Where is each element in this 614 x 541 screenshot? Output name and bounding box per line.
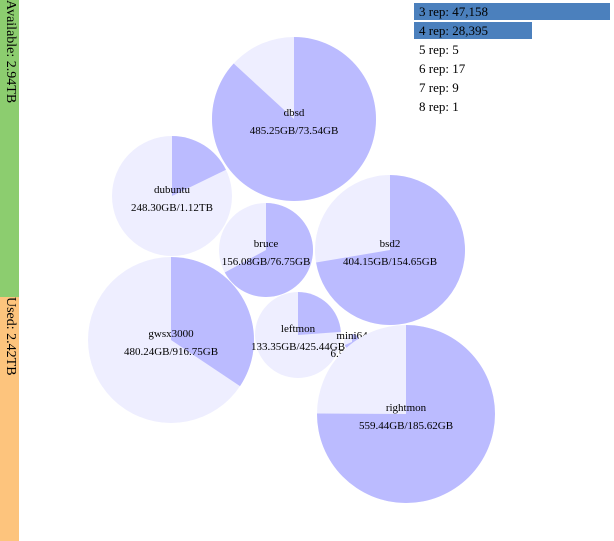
replica-label: 6 rep: 17 bbox=[419, 61, 466, 76]
replica-row: 5 rep: 5 bbox=[414, 40, 610, 59]
server-bubble-bruce[interactable]: bruce 156.08GB/76.75GB bbox=[219, 203, 313, 298]
replica-label: 8 rep: 1 bbox=[419, 99, 459, 114]
replica-label: 5 rep: 5 bbox=[419, 42, 459, 57]
used-slice-bruce bbox=[224, 203, 313, 298]
replica-row: 6 rep: 17 bbox=[414, 59, 610, 78]
server-name-rightmon: rightmon bbox=[386, 402, 427, 414]
server-usage-gwsx3000: 480.24GB/916.75GB bbox=[124, 346, 218, 358]
used-slice-leftmon bbox=[298, 292, 341, 335]
replica-bar bbox=[414, 22, 533, 39]
used-slice-gwsx3000 bbox=[171, 257, 254, 387]
server-bubble-leftmon[interactable]: leftmon 133.35GB/425.44GB bbox=[251, 292, 345, 378]
server-bubble-gwsx3000[interactable]: gwsx3000 480.24GB/916.75GB bbox=[88, 257, 254, 423]
server-usage-dubuntu: 248.30GB/1.12TB bbox=[131, 202, 213, 214]
server-usage-bsd2: 404.15GB/154.65GB bbox=[343, 256, 437, 268]
capacity-available-segment: Available: 2.94TB bbox=[0, 0, 19, 297]
server-name-gwsx3000: gwsx3000 bbox=[148, 328, 194, 340]
used-slice-dbsd bbox=[211, 37, 377, 202]
server-name-leftmon: leftmon bbox=[281, 323, 316, 335]
server-usage-bruce: 156.08GB/76.75GB bbox=[222, 256, 311, 268]
server-name-bsd2: bsd2 bbox=[380, 238, 401, 250]
capacity-used-segment: Used: 2.42TB bbox=[0, 297, 19, 541]
replica-row: 8 rep: 1 bbox=[414, 97, 610, 116]
replica-label: 4 rep: 28,395 bbox=[419, 23, 488, 38]
server-bubble-dubuntu[interactable]: dubuntu 248.30GB/1.12TB bbox=[112, 136, 232, 256]
server-usage-leftmon: 133.35GB/425.44GB bbox=[251, 341, 345, 353]
used-slice-rightmon bbox=[316, 325, 495, 503]
replica-row: 7 rep: 9 bbox=[414, 78, 610, 97]
used-slice-bsd2 bbox=[316, 175, 466, 325]
server-name-dubuntu: dubuntu bbox=[154, 184, 191, 196]
replica-bar bbox=[414, 3, 610, 20]
server-bubble-bsd2[interactable]: bsd2 404.15GB/154.65GB bbox=[315, 175, 466, 325]
replica-row: 4 rep: 28,395 bbox=[414, 21, 610, 40]
capacity-bar: Available: 2.94TB Used: 2.42TB bbox=[0, 0, 19, 541]
replica-row: 3 rep: 47,158 bbox=[414, 2, 610, 21]
server-usage-dbsd: 485.25GB/73.54GB bbox=[250, 125, 339, 137]
server-usage-rightmon: 559.44GB/185.62GB bbox=[359, 420, 453, 432]
server-name-dbsd: dbsd bbox=[284, 107, 305, 119]
server-bubble-dbsd[interactable]: dbsd 485.25GB/73.54GB bbox=[211, 37, 377, 202]
replica-label: 3 rep: 47,158 bbox=[419, 4, 488, 19]
server-name-bruce: bruce bbox=[254, 238, 279, 250]
server-bubble-rightmon[interactable]: rightmon 559.44GB/185.62GB bbox=[316, 325, 495, 503]
replica-legend: 3 rep: 47,158 4 rep: 28,395 5 rep: 5 6 rep:… bbox=[414, 2, 610, 116]
replica-label: 7 rep: 9 bbox=[419, 80, 459, 95]
used-slice-dubuntu bbox=[172, 136, 226, 196]
